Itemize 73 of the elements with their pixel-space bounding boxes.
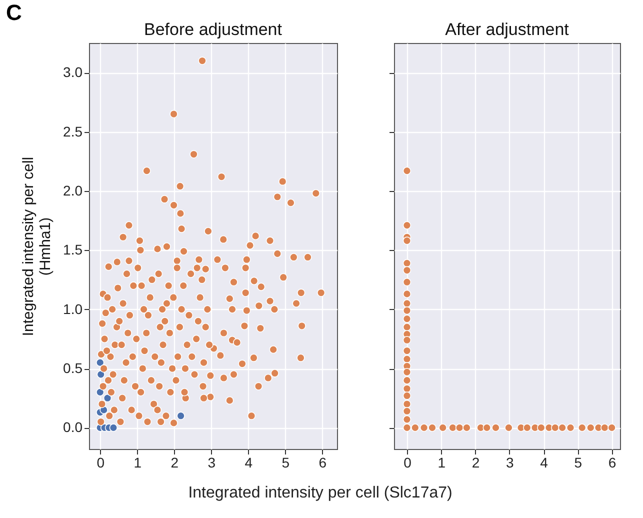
point	[402, 415, 412, 424]
point	[402, 259, 412, 268]
x-tick-label: 4	[540, 454, 548, 470]
x-tick-label: 5	[282, 454, 290, 470]
x-tick-label: 6	[318, 454, 327, 470]
point	[551, 424, 560, 432]
y-tick-label: 1.5	[63, 242, 83, 258]
point	[578, 424, 586, 432]
point	[96, 358, 104, 367]
chart-title: Before adjustment	[144, 20, 282, 39]
x-tick-label: 2	[170, 454, 179, 470]
point	[402, 424, 412, 432]
x-tick-label: 4	[244, 454, 253, 470]
point	[402, 368, 412, 376]
point	[402, 306, 412, 315]
point	[492, 424, 500, 432]
point	[402, 336, 412, 344]
point	[402, 392, 412, 400]
x-axis-title: Integrated intensity per cell (Slc17a7)	[188, 484, 452, 502]
point	[402, 266, 412, 274]
x-tick-label: 1	[438, 454, 446, 470]
x-tick-label: 5	[574, 454, 582, 470]
point	[586, 424, 595, 432]
point	[411, 424, 420, 432]
point	[504, 424, 513, 432]
point	[455, 424, 464, 432]
point	[402, 278, 412, 286]
point	[482, 424, 491, 432]
point	[402, 290, 412, 298]
point	[402, 236, 412, 245]
y-tick-label: 3.0	[63, 64, 83, 80]
point	[402, 221, 412, 230]
point	[402, 346, 412, 355]
chart-title: After adjustment	[445, 20, 570, 39]
point	[402, 314, 412, 323]
y-tick-label: 0.0	[63, 419, 83, 436]
point	[96, 370, 105, 379]
point	[420, 424, 428, 432]
y-tick-label: 0.5	[63, 360, 83, 376]
point	[176, 412, 185, 420]
y-tick-label: 2.5	[63, 123, 83, 140]
x-tick-label: 3	[208, 454, 216, 470]
point	[438, 424, 447, 432]
point	[402, 407, 412, 416]
point	[402, 354, 412, 364]
point	[402, 322, 412, 332]
point	[402, 384, 412, 393]
y-tick-label: 1.0	[63, 300, 83, 317]
point	[558, 424, 566, 432]
point	[402, 299, 412, 308]
point	[537, 424, 546, 432]
point	[402, 376, 412, 384]
point	[103, 394, 112, 402]
y-axis-title: Integrated intensity per cell (Hmha1)	[20, 156, 54, 336]
x-tick-label: 1	[134, 454, 142, 470]
point	[96, 388, 104, 396]
point	[428, 424, 436, 432]
point	[523, 424, 532, 432]
point	[402, 400, 412, 408]
point	[566, 424, 575, 432]
point	[600, 424, 609, 432]
x-tick-label: 0	[404, 454, 412, 470]
text: C	[6, 0, 22, 26]
x-tick-label: 6	[608, 454, 616, 470]
point	[462, 424, 471, 432]
point	[402, 166, 412, 175]
point	[109, 424, 118, 432]
x-tick-label: 0	[96, 454, 105, 470]
point	[448, 424, 457, 432]
x-tick-label: 3	[506, 454, 514, 470]
x-tick-label: 2	[472, 454, 480, 470]
y-tick-label: 2.0	[63, 182, 83, 198]
point	[608, 424, 616, 432]
